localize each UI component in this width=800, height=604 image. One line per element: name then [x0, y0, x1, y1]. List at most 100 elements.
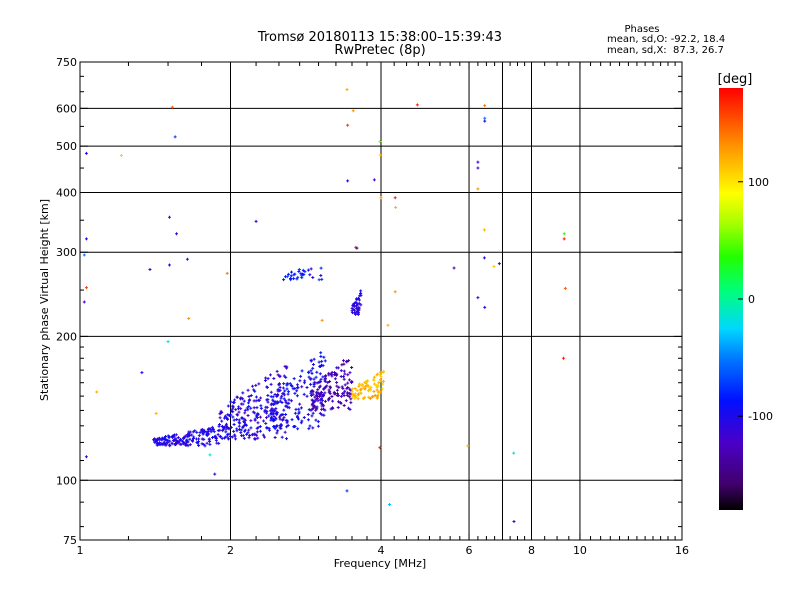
data-point — [289, 276, 293, 280]
data-point — [243, 429, 247, 433]
data-point — [225, 271, 229, 275]
data-point — [174, 433, 178, 437]
data-point — [372, 178, 376, 182]
data-point — [363, 380, 367, 384]
data-point — [287, 398, 291, 402]
data-point — [360, 383, 364, 387]
data-point — [179, 438, 183, 442]
data-point — [351, 395, 355, 399]
data-point — [213, 472, 217, 476]
data-point — [321, 402, 325, 406]
data-point — [261, 433, 265, 437]
data-point — [266, 400, 270, 404]
data-point — [233, 433, 237, 437]
data-point — [224, 422, 228, 426]
data-point — [269, 390, 273, 394]
data-point — [372, 375, 376, 379]
data-point — [300, 419, 304, 423]
data-point — [325, 384, 329, 388]
data-point — [205, 432, 209, 436]
data-point — [223, 414, 227, 418]
data-point — [310, 389, 314, 393]
data-point — [306, 412, 310, 416]
y-tick-labels: 75 100 200 300 400 500 600 750 — [56, 56, 77, 547]
data-point — [348, 407, 352, 411]
data-point — [256, 398, 260, 402]
data-point — [308, 377, 312, 381]
data-point — [287, 406, 291, 410]
data-point — [275, 394, 279, 398]
data-point — [167, 263, 171, 267]
data-point — [234, 408, 238, 412]
data-point — [276, 411, 280, 415]
data-point — [166, 439, 170, 443]
x-tick-label: 2 — [227, 544, 234, 557]
data-point — [275, 413, 279, 417]
data-point — [279, 413, 283, 417]
data-point — [242, 399, 246, 403]
data-point — [275, 424, 279, 428]
data-point — [220, 424, 224, 428]
data-point — [245, 432, 249, 436]
data-point — [154, 411, 158, 415]
y-tick-label: 600 — [56, 102, 77, 115]
data-point — [322, 386, 326, 390]
data-point — [353, 386, 357, 390]
data-point — [309, 382, 313, 386]
data-point — [346, 386, 350, 390]
data-point — [248, 434, 252, 438]
data-point — [357, 298, 361, 302]
data-point — [343, 383, 347, 387]
data-point — [287, 401, 291, 405]
data-point — [249, 426, 253, 430]
data-point — [186, 440, 190, 444]
data-point — [342, 403, 346, 407]
data-point — [310, 403, 314, 407]
data-point — [252, 388, 256, 392]
data-point — [345, 359, 349, 363]
data-point — [452, 266, 456, 270]
data-point — [274, 407, 278, 411]
data-point — [331, 406, 335, 410]
data-point — [289, 274, 293, 278]
data-point — [198, 431, 202, 435]
data-point — [266, 394, 270, 398]
data-point — [226, 404, 230, 408]
data-point — [327, 373, 331, 377]
data-point — [252, 399, 256, 403]
data-point — [339, 369, 343, 373]
data-point — [342, 362, 346, 366]
data-point — [284, 413, 288, 417]
data-point — [303, 270, 307, 274]
data-point — [358, 382, 362, 386]
data-point — [286, 424, 290, 428]
data-point — [174, 437, 178, 441]
data-point — [316, 424, 320, 428]
data-point — [269, 395, 273, 399]
data-point — [356, 296, 360, 300]
data-point — [197, 434, 201, 438]
data-point — [251, 384, 255, 388]
data-point — [321, 364, 325, 368]
data-point — [372, 378, 376, 382]
data-point — [214, 436, 218, 440]
data-point — [311, 406, 315, 410]
data-point — [148, 268, 152, 272]
data-point — [379, 379, 383, 383]
chart-title: Tromsø 20180113 15:38:00–15:39:43 — [257, 30, 502, 45]
data-point — [237, 405, 241, 409]
data-point — [241, 391, 245, 395]
data-point — [353, 394, 357, 398]
data-point — [302, 392, 306, 396]
data-point — [247, 436, 251, 440]
data-point — [356, 392, 360, 396]
data-point — [140, 371, 144, 375]
data-point — [307, 371, 311, 375]
data-point — [305, 394, 309, 398]
data-point — [356, 310, 360, 314]
data-point — [381, 382, 385, 386]
data-point — [185, 257, 189, 261]
data-point — [195, 430, 199, 434]
data-point — [311, 276, 315, 280]
data-point — [246, 388, 250, 392]
